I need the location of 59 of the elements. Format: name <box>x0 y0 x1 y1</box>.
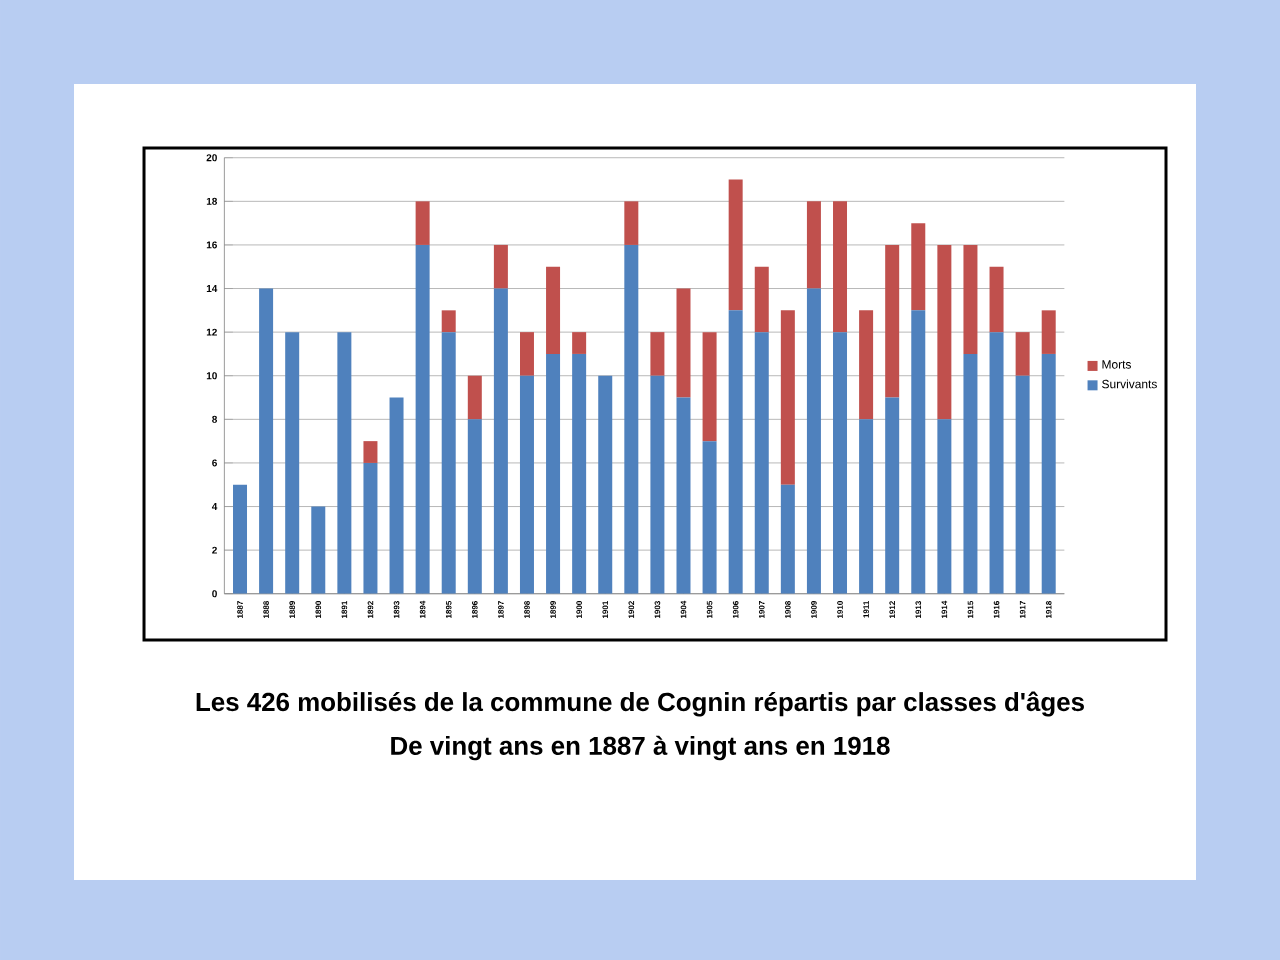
bar <box>546 353 561 594</box>
bar <box>311 506 326 594</box>
bar <box>389 397 404 594</box>
bar <box>833 201 848 333</box>
bar <box>728 310 743 594</box>
bar <box>493 244 508 289</box>
bar <box>493 288 508 594</box>
bar <box>754 266 769 333</box>
bar <box>676 397 691 594</box>
bar <box>519 332 534 376</box>
bar <box>650 332 665 376</box>
bar <box>806 288 821 594</box>
bar <box>833 332 848 594</box>
text: De vingt ans en 1887 à vingt ans en 1918 <box>391 735 890 761</box>
bar <box>1041 310 1056 354</box>
bar <box>1015 375 1030 594</box>
bar <box>1041 353 1056 594</box>
bar <box>337 332 352 594</box>
bar <box>598 375 613 594</box>
bar <box>650 375 665 594</box>
bar <box>702 441 717 594</box>
bar <box>885 244 900 398</box>
bar <box>702 332 717 442</box>
bar <box>233 484 248 594</box>
bar <box>572 332 587 354</box>
bar <box>624 201 639 245</box>
bar <box>624 244 639 594</box>
bar <box>363 441 378 463</box>
bar <box>937 419 952 594</box>
bar <box>911 223 926 311</box>
bar <box>859 310 874 420</box>
bar <box>415 244 430 594</box>
bar <box>519 375 534 594</box>
bar <box>859 419 874 594</box>
bar <box>963 244 978 354</box>
bar <box>989 332 1004 594</box>
bar <box>676 288 691 398</box>
bar <box>937 244 952 420</box>
bar <box>963 353 978 594</box>
text: Les 426 mobilisés de la commune de Cognin répartis par classes d'âges <box>196 691 1084 717</box>
bar <box>467 419 482 594</box>
bar <box>806 201 821 289</box>
bar <box>989 266 1004 333</box>
bar <box>467 375 482 420</box>
bar <box>728 179 743 311</box>
bar <box>572 353 587 594</box>
bar <box>780 484 795 594</box>
bar <box>546 266 561 354</box>
bar <box>1015 332 1030 376</box>
bar <box>415 201 430 245</box>
bar <box>441 310 456 333</box>
bar <box>285 332 300 594</box>
bar <box>911 310 926 594</box>
bar <box>441 332 456 594</box>
bar <box>885 397 900 594</box>
bar <box>259 288 274 594</box>
bar <box>754 332 769 594</box>
bar <box>780 310 795 485</box>
bar <box>363 462 378 594</box>
